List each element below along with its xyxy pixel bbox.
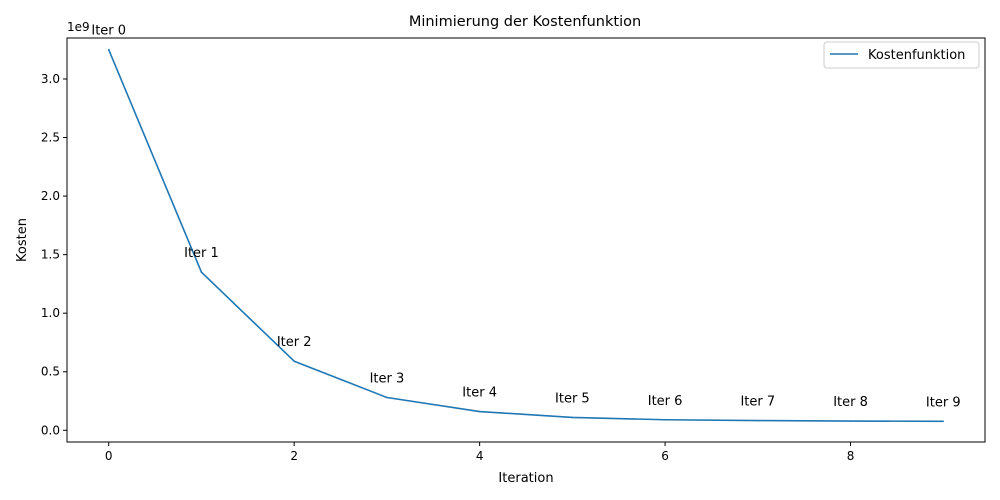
series-line-kostenfunktion [107,49,944,423]
data-point [942,420,945,423]
data-point [293,360,295,363]
data-point [200,271,203,274]
y-tick-label: 3.0 [41,72,60,86]
x-tick-label: 0 [105,449,113,463]
chart-title: Minimierung der Kostenfunktion [409,14,641,30]
iteration-annotation: Iter 5 [555,391,590,406]
axes-frame [66,37,986,443]
y-axis-label: Kosten [15,218,30,262]
y-offset-label: 1e9 [67,20,90,34]
iteration-annotation: Iter 7 [740,395,775,410]
x-axis-label: Iteration [498,471,553,486]
legend-label: Kostenfunktion [868,48,965,63]
plot-area: 0 2 4 6 8 0.0 0.5 1.0 1.5 2.0 2.5 3.0 Iter 0 Iter 1 It… [41,24,961,463]
data-point [478,410,481,413]
iteration-annotation: Iter 8 [833,395,868,410]
y-tick-label: 0.0 [41,423,60,437]
data-point [386,396,388,399]
x-tick-label: 2 [290,449,298,463]
y-tick-label: 0.5 [41,365,60,379]
x-tick-label: 4 [476,449,484,463]
iteration-annotation: Iter 3 [370,372,405,387]
data-point [757,419,759,422]
y-tick-label: 2.0 [41,189,60,203]
y-tick-label: 2.5 [41,131,60,145]
y-tick-label: 1.0 [41,306,60,320]
x-tick-label: 6 [661,449,669,463]
iteration-annotation: Iter 4 [462,386,497,401]
iteration-annotation: Iter 6 [648,394,683,409]
legend-box [823,41,980,69]
y-tick-label: 1.5 [41,248,60,262]
iteration-annotation: Iter 9 [926,395,961,410]
x-tick-label: 8 [847,449,855,463]
iteration-annotation: Iter 1 [184,246,219,261]
iteration-annotation: Iter 2 [277,335,312,350]
data-point [571,416,574,419]
data-point [107,48,110,51]
iteration-annotation: Iter 0 [91,24,126,39]
data-point [849,420,852,422]
legend: Kostenfunktion [823,41,980,69]
data-point [664,418,666,421]
